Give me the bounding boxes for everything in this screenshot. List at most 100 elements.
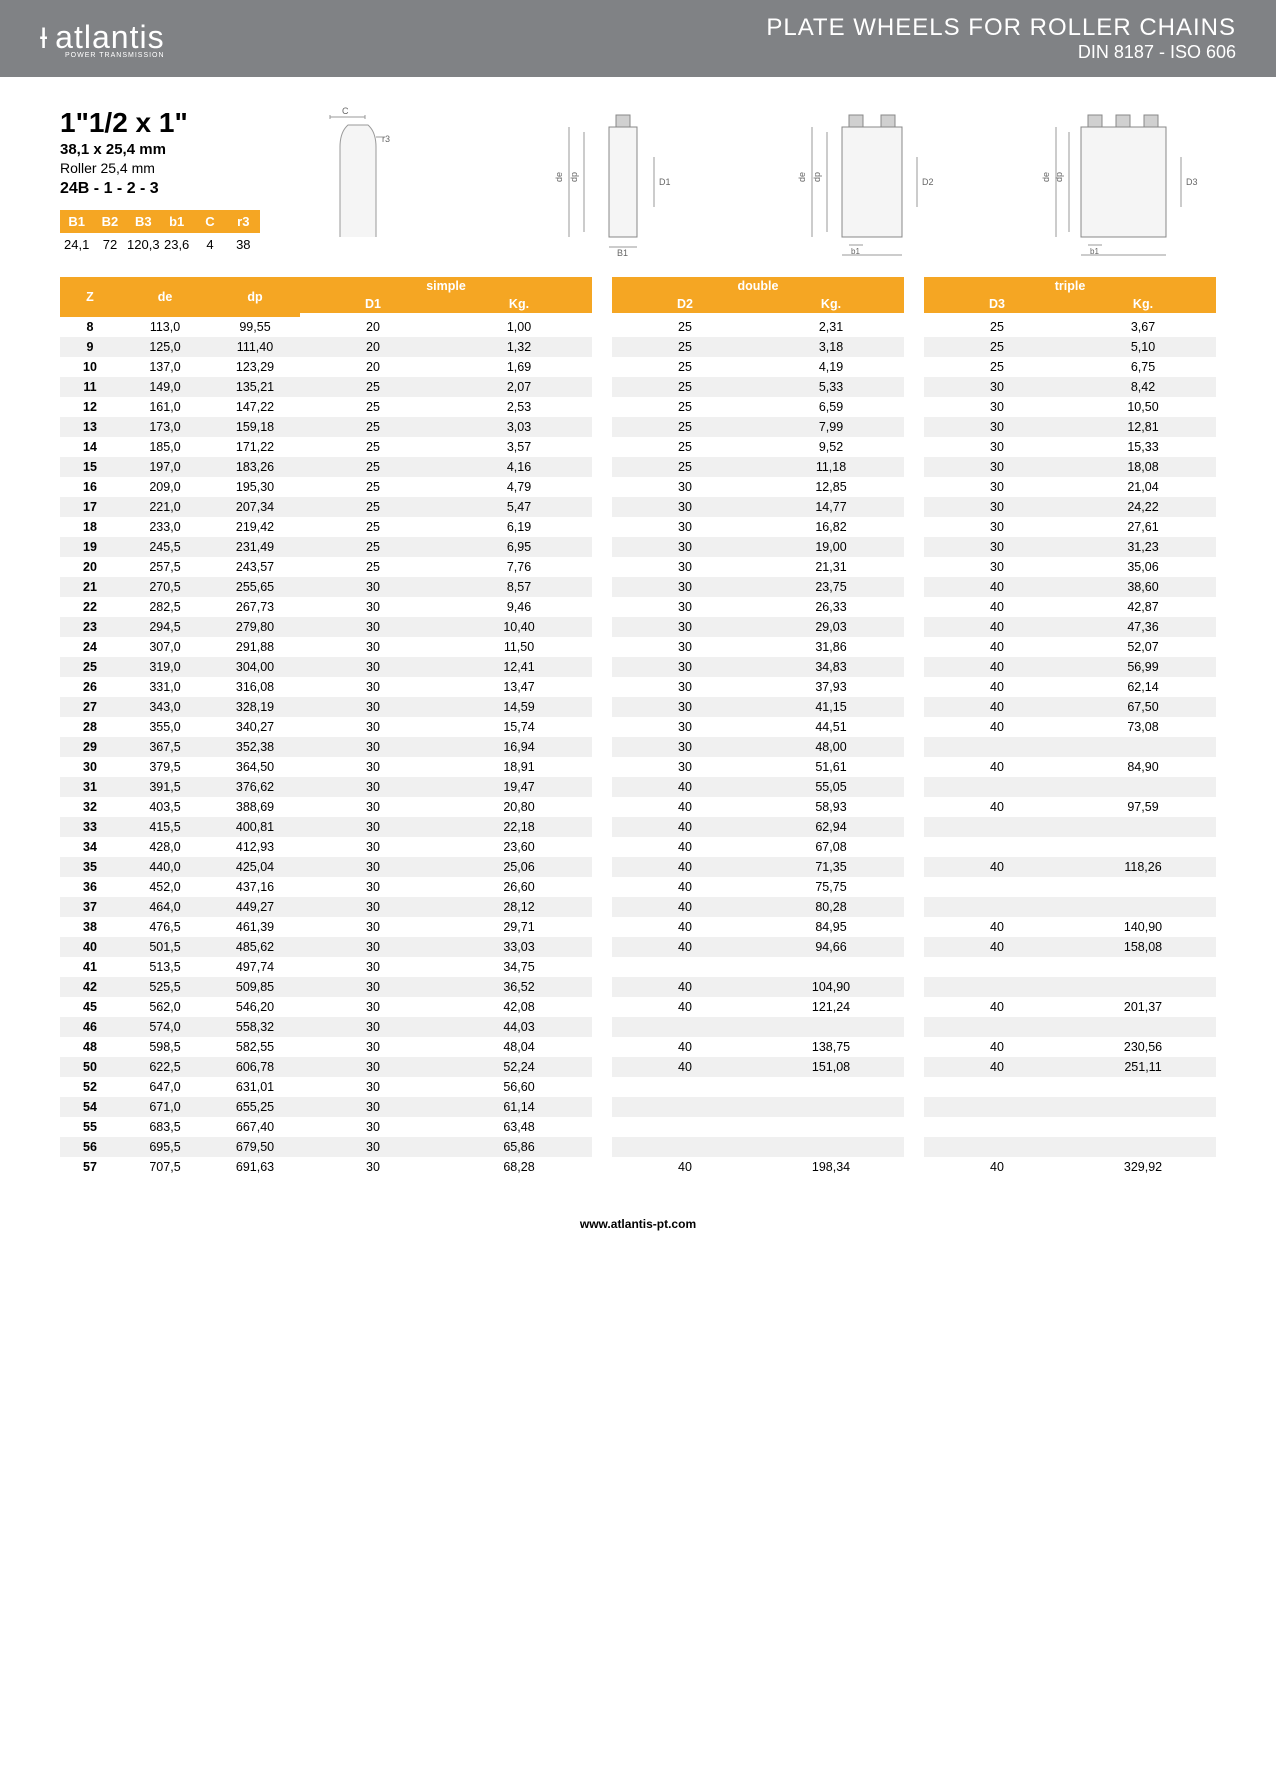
cell-z: 41 (60, 957, 120, 977)
cell-z: 9 (60, 337, 120, 357)
cell-de: 452,0 (120, 877, 210, 897)
cell-de: 245,5 (120, 537, 210, 557)
dims-header: B2 (93, 210, 126, 233)
cell-z: 11 (60, 377, 120, 397)
cell-dp: 279,80 (210, 617, 300, 637)
cell-simple: 3042,08 (300, 997, 592, 1017)
cell-simple: 3023,60 (300, 837, 592, 857)
dims-header: B1 (60, 210, 93, 233)
cell-z: 56 (60, 1137, 120, 1157)
svg-text:dp: dp (1054, 172, 1064, 182)
cell-triple: 3035,06 (924, 557, 1216, 577)
svg-text:B1: B1 (617, 248, 628, 257)
cell-dp: 606,78 (210, 1057, 300, 1077)
cell-simple: 3010,40 (300, 617, 592, 637)
table-row: 22282,5267,73309,463026,334042,87 (60, 597, 1216, 617)
cell-triple: 40118,26 (924, 857, 1216, 877)
cell-de: 137,0 (120, 357, 210, 377)
cell-simple: 201,69 (300, 357, 592, 377)
cell-simple: 3034,75 (300, 957, 592, 977)
cell-double: 252,31 (612, 317, 904, 337)
cell-de: 647,0 (120, 1077, 210, 1097)
cell-double (612, 1097, 904, 1117)
cell-double: 3048,00 (612, 737, 904, 757)
cell-de: 501,5 (120, 937, 210, 957)
cell-triple: 3024,22 (924, 497, 1216, 517)
cell-triple: 4047,36 (924, 617, 1216, 637)
cell-de: 574,0 (120, 1017, 210, 1037)
svg-text:B3: B3 (1116, 256, 1127, 257)
cell-de: 282,5 (120, 597, 210, 617)
cell-z: 30 (60, 757, 120, 777)
cell-z: 29 (60, 737, 120, 757)
cell-de: 707,5 (120, 1157, 210, 1177)
cell-z: 14 (60, 437, 120, 457)
cell-dp: 437,16 (210, 877, 300, 897)
cell-simple: 3048,04 (300, 1037, 592, 1057)
cell-triple: 4073,08 (924, 717, 1216, 737)
cell-de: 319,0 (120, 657, 210, 677)
diagram-simple: de dp D1 B1 (539, 107, 719, 257)
brand-tagline: POWER TRANSMISSION (55, 52, 164, 59)
group-label-simple: simple (300, 277, 592, 295)
cell-simple: 254,79 (300, 477, 592, 497)
cell-triple: 4067,50 (924, 697, 1216, 717)
cell-double: 40104,90 (612, 977, 904, 997)
cell-dp: 267,73 (210, 597, 300, 617)
table-row: 32403,5388,693020,804058,934097,59 (60, 797, 1216, 817)
cell-double: 4094,66 (612, 937, 904, 957)
table-row: 55683,5667,403063,48 (60, 1117, 1216, 1137)
table-row: 10137,0123,29201,69254,19256,75 (60, 357, 1216, 377)
cell-double: 257,99 (612, 417, 904, 437)
cell-de: 307,0 (120, 637, 210, 657)
cell-simple: 3014,59 (300, 697, 592, 717)
cell-z: 46 (60, 1017, 120, 1037)
cell-dp: 631,01 (210, 1077, 300, 1097)
table-row: 34428,0412,933023,604067,08 (60, 837, 1216, 857)
cell-triple: 40251,11 (924, 1057, 1216, 1077)
table-row: 29367,5352,383016,943048,00 (60, 737, 1216, 757)
cell-de: 209,0 (120, 477, 210, 497)
cell-z: 15 (60, 457, 120, 477)
cell-double: 40121,24 (612, 997, 904, 1017)
cell-double: 4055,05 (612, 777, 904, 797)
cell-de: 391,5 (120, 777, 210, 797)
table-row: 23294,5279,803010,403029,034047,36 (60, 617, 1216, 637)
table-row: 48598,5582,553048,0440138,7540230,56 (60, 1037, 1216, 1057)
cell-triple (924, 897, 1216, 917)
sub-d2: D2 (612, 295, 758, 313)
cell-de: 294,5 (120, 617, 210, 637)
cell-triple: 40158,08 (924, 937, 1216, 957)
cell-simple: 3056,60 (300, 1077, 592, 1097)
cell-z: 26 (60, 677, 120, 697)
svg-text:de: de (554, 172, 564, 182)
svg-text:D2: D2 (922, 177, 934, 187)
cell-triple (924, 817, 1216, 837)
cell-double: 4062,94 (612, 817, 904, 837)
cell-z: 36 (60, 877, 120, 897)
table-row: 25319,0304,003012,413034,834056,99 (60, 657, 1216, 677)
cell-de: 161,0 (120, 397, 210, 417)
cell-triple (924, 1077, 1216, 1097)
cell-z: 40 (60, 937, 120, 957)
cell-triple: 3015,33 (924, 437, 1216, 457)
cell-triple: 3010,50 (924, 397, 1216, 417)
cell-de: 355,0 (120, 717, 210, 737)
cell-z: 52 (60, 1077, 120, 1097)
gap (592, 277, 612, 317)
table-row: 15197,0183,26254,162511,183018,08 (60, 457, 1216, 477)
diagram-tooth: C r3 (290, 107, 470, 257)
cell-simple: 3063,48 (300, 1117, 592, 1137)
table-row: 20257,5243,57257,763021,313035,06 (60, 557, 1216, 577)
cell-dp: 461,39 (210, 917, 300, 937)
sub-kg1: Kg. (446, 295, 592, 313)
page-subtitle: DIN 8187 - ISO 606 (766, 42, 1236, 63)
table-row: 16209,0195,30254,793012,853021,04 (60, 477, 1216, 497)
cell-de: 270,5 (120, 577, 210, 597)
cell-double: 40198,34 (612, 1157, 904, 1177)
cell-double: 255,33 (612, 377, 904, 397)
cell-de: 513,5 (120, 957, 210, 977)
dims-value: 24,1 (60, 233, 93, 256)
cell-simple: 3068,28 (300, 1157, 592, 1177)
cell-triple: 308,42 (924, 377, 1216, 397)
